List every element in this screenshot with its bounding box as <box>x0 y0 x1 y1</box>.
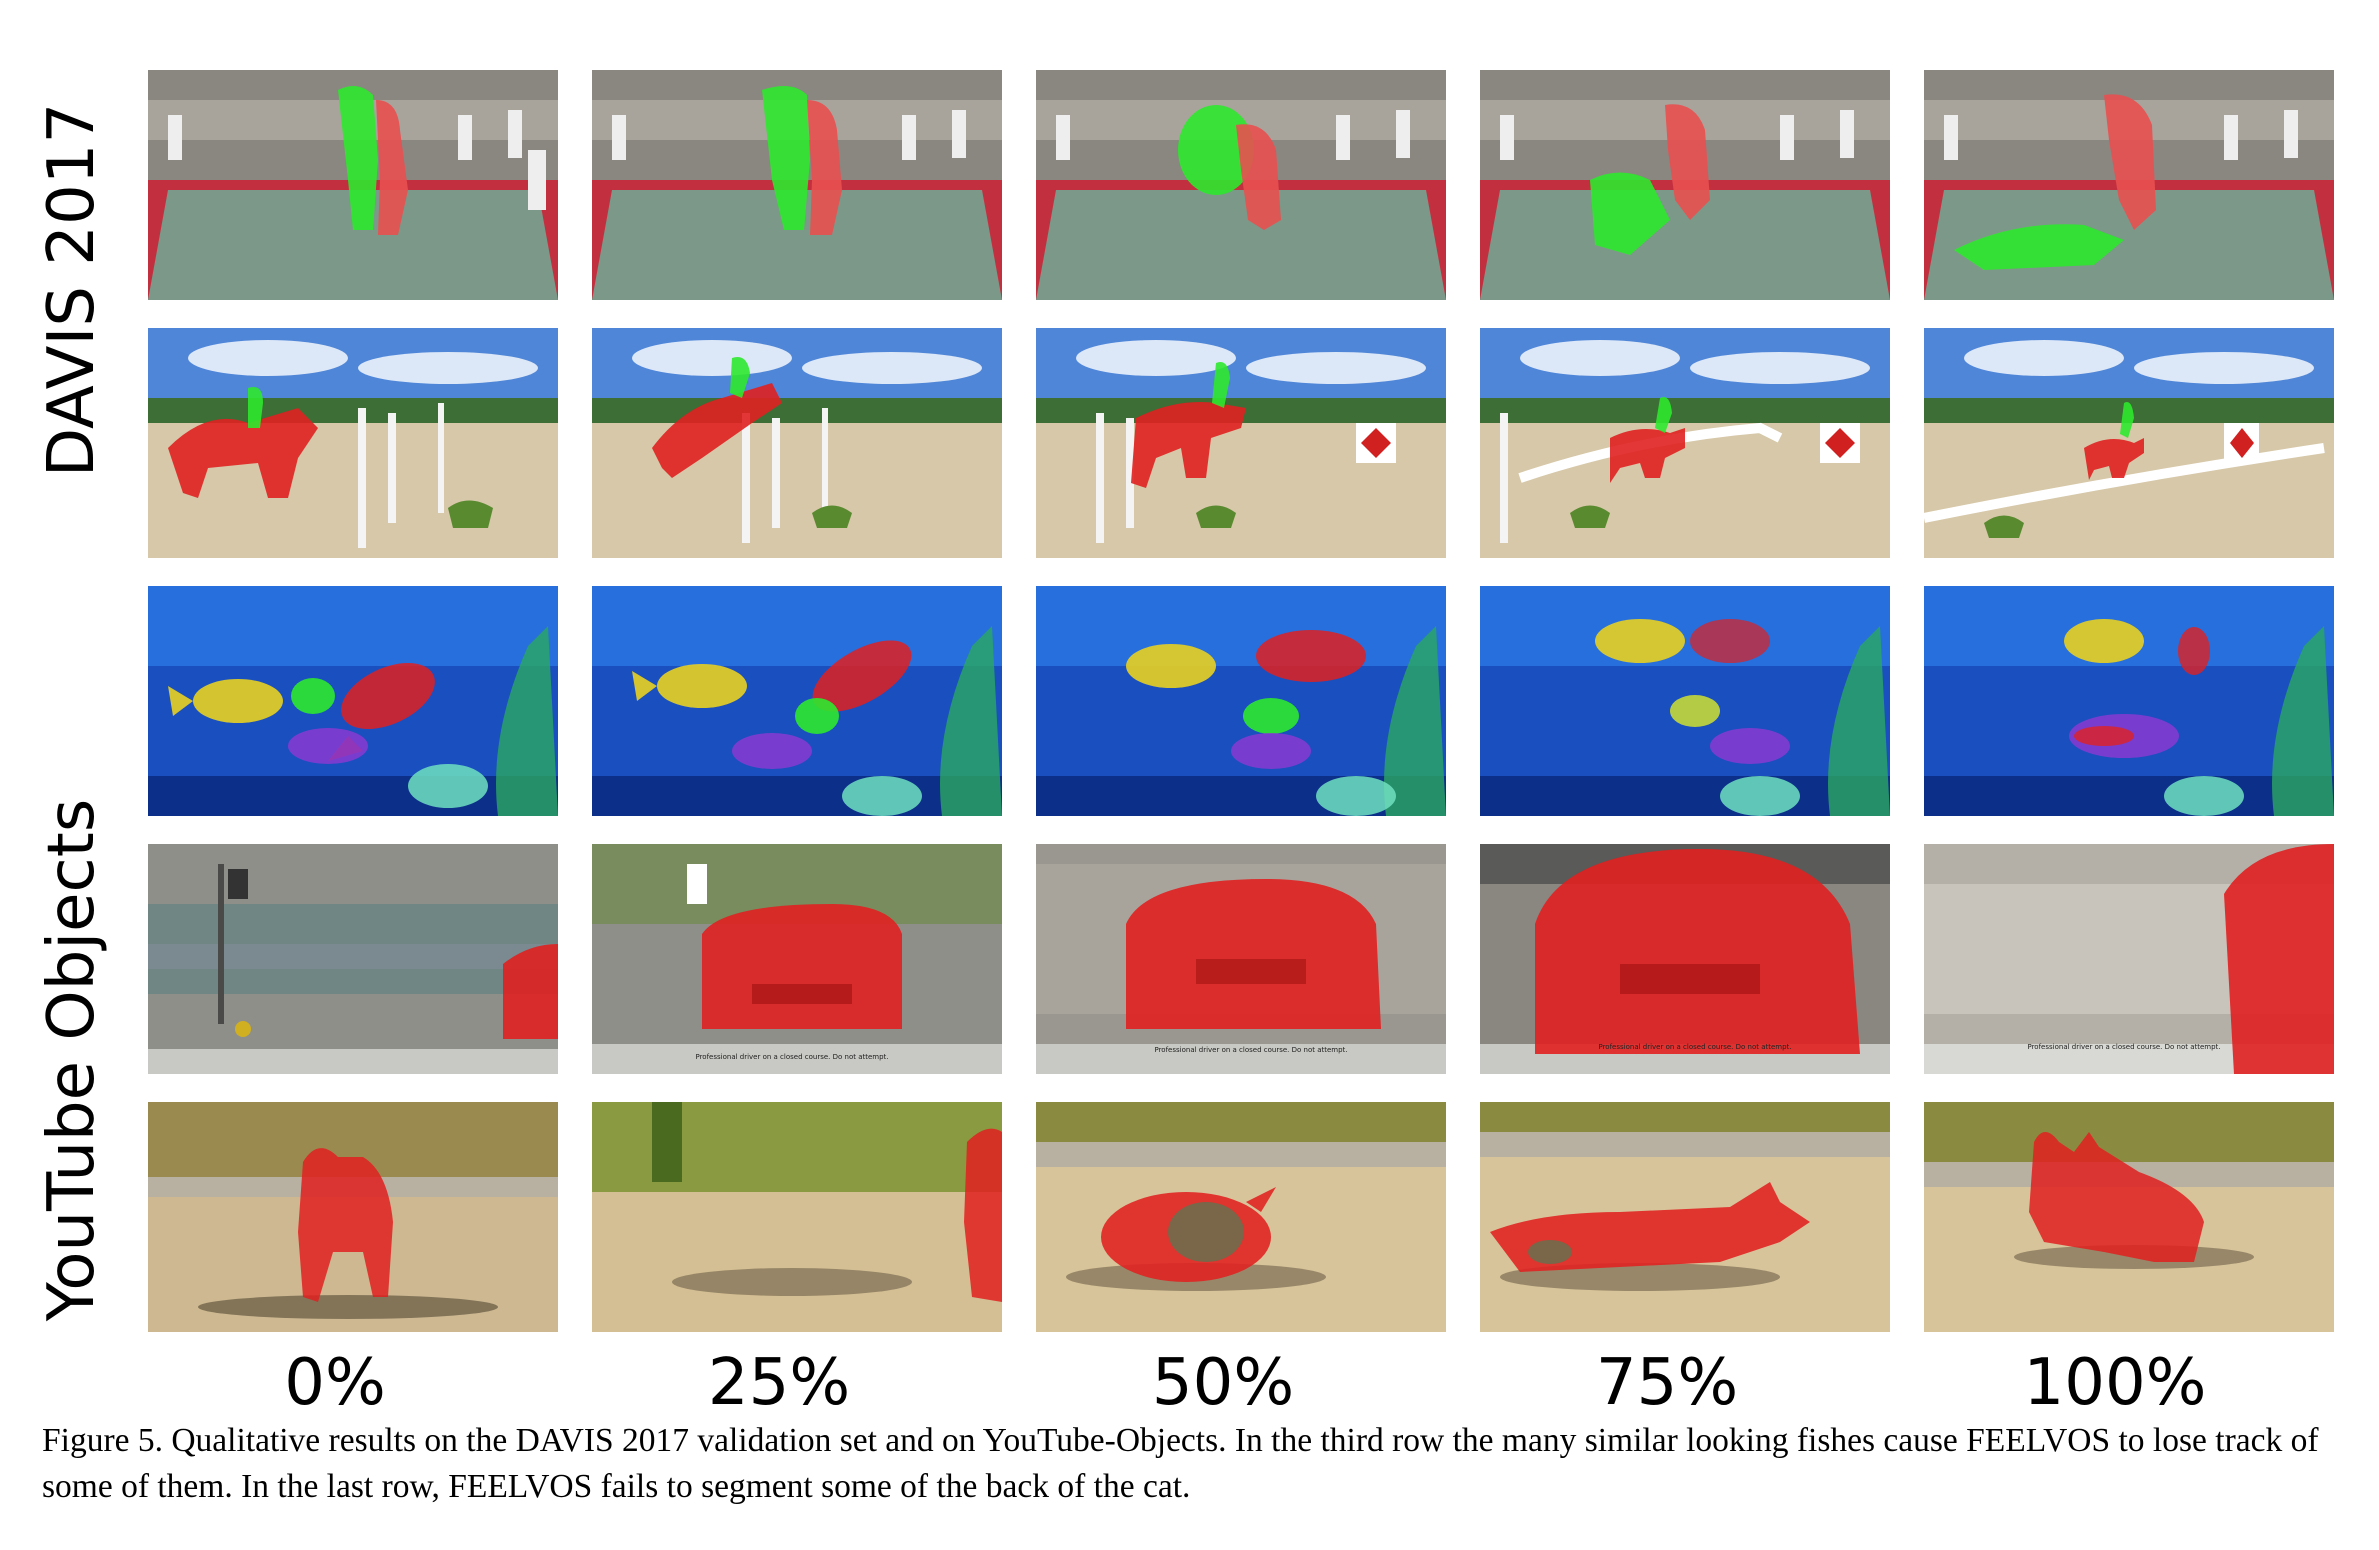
frame-cat-100 <box>1924 1102 2334 1332</box>
frame-fish-25 <box>592 586 1002 816</box>
progress-label-100: 100% <box>2023 1346 2207 1420</box>
car-subtitle: Professional driver on a closed course. … <box>695 1053 888 1061</box>
frame-cat-25 <box>592 1102 1002 1332</box>
frame-judo-50 <box>1036 70 1446 300</box>
frame-judo-0 <box>148 70 558 300</box>
frame-judo-75 <box>1480 70 1890 300</box>
frame-horse-75 <box>1480 328 1890 558</box>
frame-cat-0 <box>148 1102 558 1332</box>
row-label-davis: DAVIS 2017 <box>35 102 109 478</box>
frame-car-100: Professional driver on a closed course. … <box>1924 844 2334 1074</box>
frame-fish-100 <box>1924 586 2334 816</box>
progress-label-75: 75% <box>1595 1346 1739 1420</box>
frame-judo-25 <box>592 70 1002 300</box>
row-label-youtube: YouTube Objects <box>35 798 109 1322</box>
frame-horse-100 <box>1924 328 2334 558</box>
car-subtitle: Professional driver on a closed course. … <box>1598 1043 1791 1051</box>
frame-car-50: Professional driver on a closed course. … <box>1036 844 1446 1074</box>
frame-horse-25 <box>592 328 1002 558</box>
frame-car-0 <box>148 844 558 1074</box>
figure-caption: Figure 5. Qualitative results on the DAV… <box>42 1422 2319 1505</box>
frame-cat-75 <box>1480 1102 1890 1332</box>
car-subtitle: Professional driver on a closed course. … <box>2027 1043 2220 1051</box>
car-subtitle: Professional driver on a closed course. … <box>1154 1046 1347 1054</box>
frame-judo-100 <box>1924 70 2334 300</box>
progress-label-50: 50% <box>1151 1346 1295 1420</box>
frame-fish-75 <box>1480 586 1890 816</box>
progress-label-0: 0% <box>284 1346 386 1420</box>
frame-horse-50 <box>1036 328 1446 558</box>
progress-label-25: 25% <box>707 1346 851 1420</box>
frame-fish-50 <box>1036 586 1446 816</box>
frame-cat-50 <box>1036 1102 1446 1332</box>
frame-horse-0 <box>148 328 558 558</box>
frame-car-25: Professional driver on a closed course. … <box>592 844 1002 1074</box>
frame-car-75: Professional driver on a closed course. … <box>1480 844 1890 1074</box>
frame-fish-0 <box>148 586 558 816</box>
